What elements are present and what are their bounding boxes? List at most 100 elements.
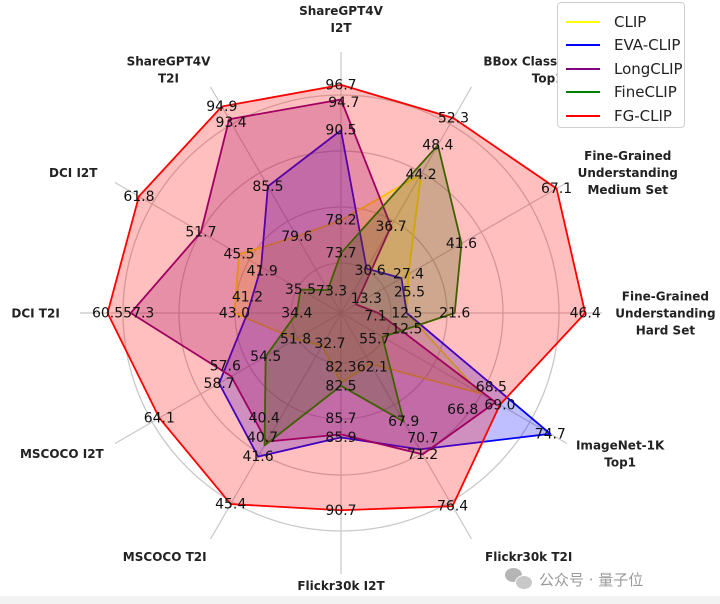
axis-line-8 [114,312,342,445]
series-fineclip-polygon [263,144,463,447]
value-label-fineclip-8: 54.5 [250,349,281,365]
value-label-longclip-10: 51.7 [185,225,216,241]
value-label-longclip-5: 71.2 [407,447,438,463]
value-label-fineclip-2: 41.6 [446,236,477,252]
value-label-eva-clip-1: 30.6 [354,263,385,279]
value-label-fineclip-1: 48.4 [422,138,453,154]
watermark-text: 公众号 · 量子位 [539,570,644,589]
value-label-fg-clip-8: 64.1 [144,410,175,426]
axis-label-5: Flickr30k T2I [485,550,572,564]
value-label-longclip-9: 57.3 [123,306,154,322]
value-label-clip-0: 78.2 [325,213,356,229]
value-label-fg-clip-6: 90.7 [325,503,356,519]
value-label-longclip-8: 57.6 [210,358,241,374]
value-label-fg-clip-3: 46.4 [570,306,601,322]
value-label-fg-clip-9: 60.5 [92,306,123,322]
value-label-clip-3: 12.5 [391,306,422,322]
value-label-clip-8: 51.8 [280,332,311,348]
series-eva-clip-polygon [218,129,552,458]
value-label-clip-9: 43.0 [219,306,250,322]
value-label-fineclip-10: 35.5 [285,282,316,298]
series-polygons [106,83,587,512]
value-label-eva-clip-2: 25.5 [394,284,425,300]
axis-label-line: Flickr30k I2T [297,579,385,593]
value-label-clip-4: 66.8 [447,402,478,418]
value-label-longclip-11: 93.4 [216,115,247,131]
value-label-longclip-2: 13.3 [351,291,382,307]
value-label-fg-clip-4: 69.0 [484,397,515,413]
axis-label-line: ShareGPT4V [127,55,212,69]
axis-label-line: Hard Set [636,324,696,338]
axis-label-line: I2T [331,21,353,35]
series-longclip-polygon [129,98,497,456]
axis-label-line: Flickr30k T2I [485,550,572,564]
axis-label-line: Fine-Grained [622,290,709,304]
axis-label-line: Top1 [532,72,564,86]
value-label-fineclip-3: 21.6 [439,306,470,322]
value-label-clip-6: 82.3 [325,359,356,375]
value-label-fineclip-9: 34.4 [281,306,312,322]
legend-label: FineCLIP [614,83,677,102]
axis-label-6: Flickr30k I2T [297,579,385,593]
value-label-fg-clip-7: 45.4 [215,497,246,513]
value-label-fg-clip-5: 76.4 [437,499,468,515]
value-label-fg-clip-11: 94.9 [206,99,237,115]
axis-label-line: Fine-Grained [584,149,671,163]
value-label-clip-11: 79.6 [281,229,312,245]
value-label-fineclip-6: 82.5 [325,378,356,394]
value-label-eva-clip-11: 85.5 [252,179,283,195]
series-clip-polygon [233,173,482,395]
axis-label-8: MSCOCO I2T [20,447,105,461]
legend-label: FG-CLIP [614,106,672,125]
axis-label-line: Understanding [615,307,715,321]
axis-label-line: Medium Set [587,183,668,197]
legend-label: CLIP [614,12,647,31]
axis-label-2: Fine-Grained Understanding Medium Set [578,149,678,197]
axis-line-10 [114,181,342,314]
value-label-fg-clip-1: 52.3 [438,111,469,127]
bottom-bar [0,596,720,604]
value-label-fineclip-5: 67.9 [388,414,419,430]
legend: CLIP EVA-CLIP LongCLIP FineCLIP FG-CLIP [557,2,685,128]
axis-label-line: DCI T2I [11,307,59,321]
axis-label-line: Understanding [578,166,678,180]
value-label-clip-2: 27.4 [393,267,424,283]
axis-label-11: ShareGPT4V T2I [127,55,212,86]
value-label-longclip-3: 7.1 [364,308,386,324]
value-label-clip-7: 32.7 [314,336,345,352]
value-label-eva-clip-9: 41.2 [232,290,263,306]
legend-item-eva-clip: EVA-CLIP [558,34,684,58]
axis-label-0: ShareGPT4V I2T [299,4,384,35]
value-label-eva-clip-5: 70.7 [407,430,438,446]
legend-swatch [566,91,600,94]
axis-line-7 [209,312,342,540]
value-label-longclip-0: 94.7 [328,95,359,111]
legend-swatch [566,44,600,47]
value-label-longclip-6: 85.7 [325,411,356,427]
value-labels: 67.1 46.4 74.7 94.9 60.5 61.8 96.7 52.3 93.4 76.4… [92,77,601,518]
legend-label: EVA-CLIP [614,36,681,55]
legend-item-fg-clip: FG-CLIP [558,104,684,128]
value-label-fg-clip-0: 96.7 [325,77,356,93]
axis-label-4: ImageNet-1K Top1 [576,439,665,470]
legend-item-longclip: LongCLIP [558,57,684,81]
value-label-eva-clip-4: 74.7 [535,426,566,442]
axis-label-3: Fine-Grained Understanding Hard Set [615,290,715,338]
axis-label-line: ShareGPT4V [299,4,384,18]
axis-line-2 [340,181,568,314]
value-label-eva-clip-3: 12.5 [391,322,422,338]
axis-line-11 [209,86,342,314]
value-label-eva-clip-10: 41.9 [247,263,278,279]
axis-label-10: DCI I2T [49,166,98,180]
value-label-clip-1: 44.2 [405,167,436,183]
legend-swatch [566,67,600,70]
wechat-icon [505,568,533,590]
series-fg-clip-polygon [106,83,587,512]
value-label-fg-clip-2: 67.1 [541,181,572,197]
axis-label-line: DCI I2T [49,166,98,180]
value-label-longclip-1: 36.7 [375,219,406,235]
axis-label-line: ImageNet-1K [576,439,665,453]
axis-label-7: MSCOCO T2I [123,550,207,564]
